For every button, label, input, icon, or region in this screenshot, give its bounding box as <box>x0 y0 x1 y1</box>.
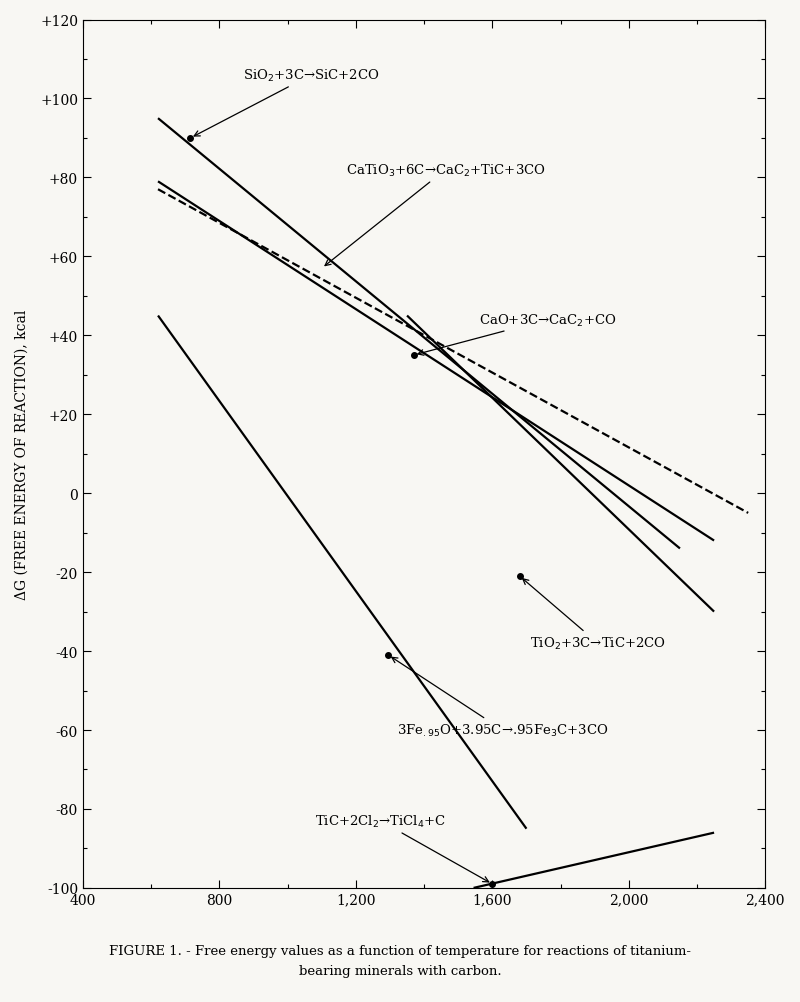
Text: SiO$_2$+3C→SiC+2CO: SiO$_2$+3C→SiC+2CO <box>194 68 380 137</box>
Text: 3Fe$_{.95}$O+3.95C→.95Fe$_3$C+3CO: 3Fe$_{.95}$O+3.95C→.95Fe$_3$C+3CO <box>392 657 609 738</box>
Text: TiC+2Cl$_2$→TiCl$_4$+C: TiC+2Cl$_2$→TiCl$_4$+C <box>315 813 489 882</box>
Y-axis label: ΔG (FREE ENERGY OF REACTION), kcal: ΔG (FREE ENERGY OF REACTION), kcal <box>15 310 29 599</box>
Text: bearing minerals with carbon.: bearing minerals with carbon. <box>298 964 502 977</box>
Text: FIGURE 1. - Free energy values as a function of temperature for reactions of tit: FIGURE 1. - Free energy values as a func… <box>109 944 691 957</box>
Text: TiO$_2$+3C→TiC+2CO: TiO$_2$+3C→TiC+2CO <box>522 579 666 651</box>
Text: CaTiO$_3$+6C→CaC$_2$+TiC+3CO: CaTiO$_3$+6C→CaC$_2$+TiC+3CO <box>325 162 546 267</box>
Text: CaO+3C→CaC$_2$+CO: CaO+3C→CaC$_2$+CO <box>418 313 616 356</box>
